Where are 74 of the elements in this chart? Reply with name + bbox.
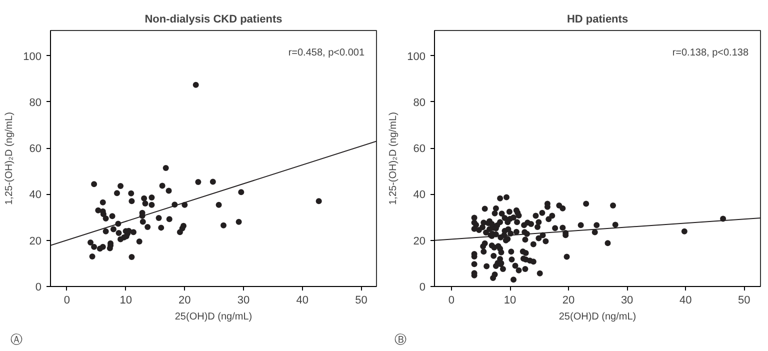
y-tick-label: 60 bbox=[413, 143, 426, 156]
point bbox=[316, 198, 322, 204]
point bbox=[220, 222, 227, 228]
point bbox=[216, 202, 222, 208]
point bbox=[141, 195, 148, 202]
text: Ⓑ bbox=[394, 332, 406, 346]
point bbox=[128, 190, 134, 196]
point bbox=[159, 182, 166, 189]
point bbox=[110, 226, 116, 232]
point bbox=[102, 215, 109, 222]
x-tick-label: 20 bbox=[178, 294, 191, 306]
y-tick-label: 20 bbox=[413, 235, 426, 248]
point bbox=[148, 202, 155, 208]
x-tick-label: 0 bbox=[448, 294, 455, 306]
x-tick-label: 20 bbox=[562, 294, 575, 306]
point bbox=[100, 244, 106, 250]
point bbox=[89, 254, 96, 260]
y-tick-label: 40 bbox=[29, 189, 42, 202]
point bbox=[192, 82, 199, 88]
point bbox=[162, 164, 169, 171]
text: Ⓐ bbox=[10, 332, 22, 346]
point bbox=[195, 179, 202, 186]
x-tick-label: 10 bbox=[120, 294, 132, 306]
point bbox=[236, 218, 242, 225]
annotation: r=0.138, p<0.138 bbox=[672, 48, 749, 58]
point bbox=[91, 181, 98, 188]
point bbox=[102, 228, 109, 234]
x-tick-label: 40 bbox=[296, 294, 308, 306]
point bbox=[166, 188, 172, 194]
point bbox=[100, 199, 106, 206]
y-tick-label: 20 bbox=[29, 235, 42, 248]
x-tick-label: 50 bbox=[355, 294, 368, 306]
y-tick-label: 60 bbox=[29, 143, 42, 156]
point bbox=[109, 213, 116, 220]
point bbox=[166, 216, 172, 222]
point bbox=[176, 229, 183, 236]
y-tick-label: 80 bbox=[29, 96, 42, 109]
y-axis-title: 1,25-(OH)₂D (ng/mL) bbox=[388, 112, 400, 205]
point bbox=[116, 230, 122, 236]
point bbox=[136, 238, 142, 245]
point bbox=[130, 229, 136, 236]
point bbox=[148, 194, 155, 200]
y-tick-label: 0 bbox=[419, 282, 426, 294]
chart-title: Non-dialysis CKD patients bbox=[144, 14, 282, 26]
x-tick-label: 50 bbox=[738, 294, 750, 306]
point bbox=[128, 254, 135, 260]
point bbox=[140, 218, 146, 225]
y-tick-label: 80 bbox=[413, 96, 426, 109]
point bbox=[91, 244, 98, 250]
point bbox=[238, 189, 244, 196]
point bbox=[144, 224, 151, 230]
point bbox=[88, 239, 94, 246]
annotation: r=0.458, p<0.001 bbox=[288, 48, 365, 58]
chart-title: HD patients bbox=[566, 14, 628, 26]
point bbox=[128, 198, 135, 204]
point bbox=[142, 200, 148, 206]
x-tick-label: 30 bbox=[237, 294, 250, 306]
point bbox=[158, 224, 164, 231]
point bbox=[210, 178, 216, 185]
x-tick-label: 30 bbox=[620, 294, 634, 306]
point bbox=[156, 215, 162, 221]
point bbox=[118, 182, 124, 189]
x-tick-label: 0 bbox=[64, 294, 70, 306]
point bbox=[118, 236, 124, 242]
x-tick-label: 40 bbox=[679, 294, 692, 306]
y-tick-label: 0 bbox=[35, 282, 42, 294]
y-tick-label: 100 bbox=[407, 50, 426, 63]
x-axis-title: 25(OH)D (ng/mL) bbox=[558, 312, 636, 322]
y-tick-label: 40 bbox=[413, 189, 426, 202]
x-tick-label: 10 bbox=[504, 294, 516, 306]
y-axis-title: 1,25-(OH)₂D (ng/mL) bbox=[4, 112, 16, 205]
point bbox=[114, 190, 120, 196]
x-axis-title: 25(OH)D (ng/mL) bbox=[174, 312, 252, 322]
y-tick-label: 100 bbox=[23, 50, 42, 63]
